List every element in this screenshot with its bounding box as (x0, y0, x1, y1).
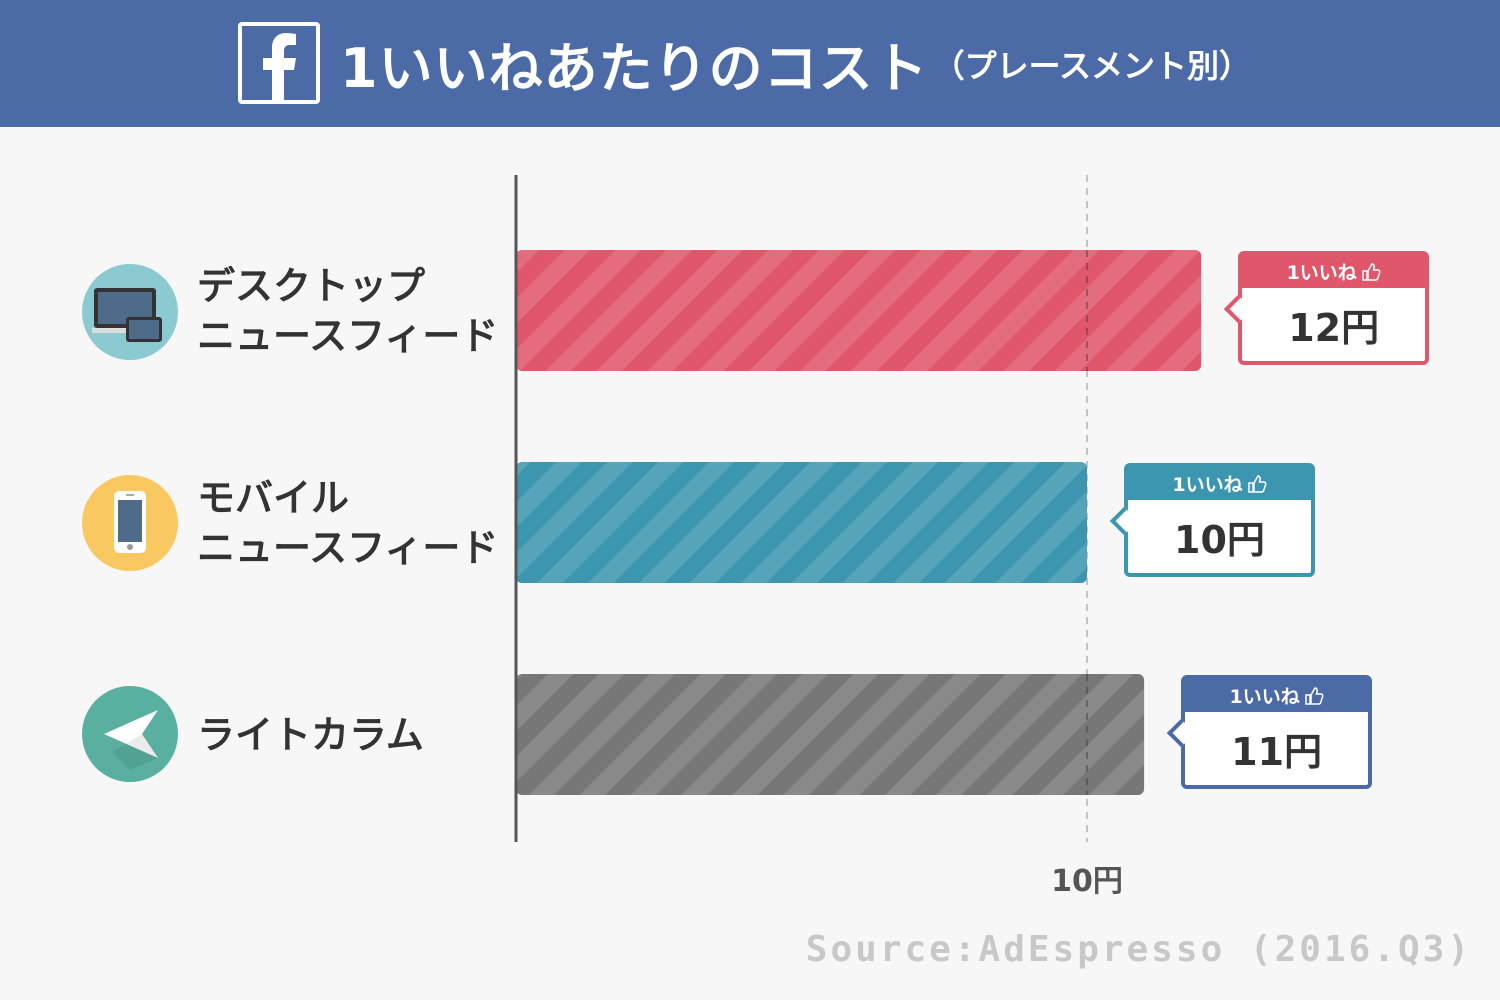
value-callout-2: 1いいね 11円 (1166, 675, 1373, 789)
facebook-f-icon (238, 22, 320, 104)
arrow-pointer-icon (82, 686, 178, 782)
category-label-2: ライトカラム (197, 712, 424, 757)
title-main: 1いいねあたりのコスト (340, 37, 929, 100)
thumbs-up-icon (1304, 686, 1324, 706)
value-callout-0: 1いいね 12円 (1224, 251, 1430, 365)
bar-stripes-0 (516, 250, 1202, 371)
value-callout-1: 1いいね 10円 (1109, 463, 1315, 577)
thumbs-up-icon (1247, 474, 1267, 494)
chart-title: 1いいねあたりのコスト （プレースメント別） (340, 0, 1251, 127)
callout-header-label: 1いいね (1172, 474, 1243, 496)
category-label-1: モバイル ニュースフィード (197, 475, 499, 570)
bar-stripes-1 (516, 462, 1087, 583)
callout-header-label: 1いいね (1229, 686, 1300, 708)
header-bar: 1いいねあたりのコスト （プレースメント別） (0, 0, 1500, 127)
callout-header: 1いいね (1185, 679, 1369, 712)
source-note: Source:AdEspresso (2016.Q3) (805, 929, 1472, 970)
desktop-devices-icon (82, 264, 178, 360)
x-tick-label-0: 10円 (1051, 864, 1123, 899)
data-label-0: 12円 (1288, 306, 1380, 350)
title-subtitle: （プレースメント別） (932, 46, 1251, 85)
callout-header-label: 1いいね (1286, 262, 1357, 284)
smartphone-icon (82, 475, 178, 571)
callout-header: 1いいね (1128, 467, 1311, 500)
data-label-1: 10円 (1174, 518, 1265, 562)
category-label-0: デスクトップ ニュースフィード (197, 263, 499, 358)
bar-stripes-2 (516, 674, 1145, 795)
callout-header: 1いいね (1242, 255, 1426, 288)
data-label-2: 11円 (1231, 730, 1323, 774)
thumbs-up-icon (1361, 262, 1381, 282)
